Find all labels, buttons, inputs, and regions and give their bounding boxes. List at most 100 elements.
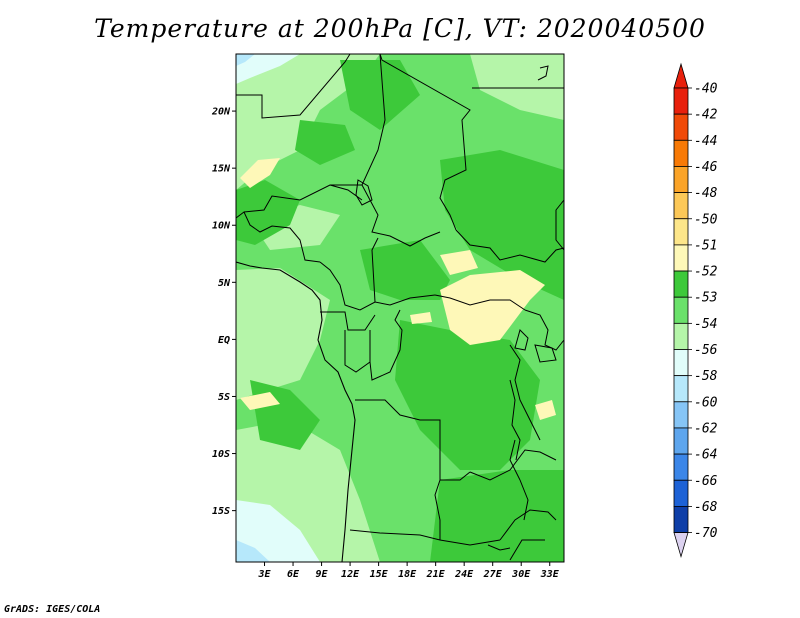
colorbar-label: -53 [694, 291, 717, 306]
field-band-52-niger [295, 120, 355, 165]
longitude-axis: 3E 6E 9E 12E 15E 18E 21E 24E 27E 30E 33E [257, 562, 560, 580]
coast-red-sea [537, 65, 549, 81]
colorbar-label: -54 [694, 317, 717, 332]
lat-tick-label: 5N [218, 278, 231, 289]
latitude-axis: 20N 15N 10N 5N EQ 5S 10S 15S [211, 107, 236, 517]
lon-tick-label: 12E [341, 569, 360, 580]
temperature-field [236, 54, 564, 562]
border-west-africa [236, 211, 321, 263]
field-band-54-northeast [470, 54, 564, 120]
field-band-52-sudan [440, 150, 564, 300]
colorbar-label: -44 [694, 134, 717, 149]
colorbar-segment [673, 375, 689, 403]
field-band-51-northwest [240, 158, 280, 188]
colorbar-segment [673, 453, 689, 481]
lon-tick-label: 21E [426, 569, 446, 580]
colorbar-segment [673, 113, 689, 141]
lat-tick-label: 20N [211, 107, 231, 118]
border-angola-zambia [434, 479, 441, 540]
border-zambia-tanzania [469, 449, 557, 481]
field-band-52-west [236, 180, 300, 245]
border-zimbabwe [499, 509, 557, 541]
field-band-52-car [360, 240, 450, 300]
colorbar-segment [673, 427, 689, 455]
lon-tick-label: 15E [370, 569, 389, 580]
lat-tick-label: 5S [218, 392, 230, 403]
field-band-56-south [236, 500, 320, 562]
lon-tick-label: 6E [287, 569, 300, 580]
border-uganda-kenya [524, 309, 564, 351]
lat-tick-label: 15S [212, 506, 230, 517]
colorbar-segment [673, 218, 689, 246]
map-title: Temperature at 200hPa [C], VT: 202004050… [94, 14, 706, 43]
lat-tick-label: EQ [218, 335, 230, 346]
field-band-52-southeast [430, 470, 564, 562]
border-sudan-south [455, 229, 564, 263]
border-congo-gabon [344, 330, 371, 373]
lon-tick-label: 18E [398, 569, 417, 580]
colorbar-label: -62 [694, 421, 718, 436]
field-band-51-southwest [240, 392, 280, 410]
plot-frame [235, 53, 565, 563]
colorbar-label: -51 [694, 238, 717, 253]
colorbar-label: -66 [694, 474, 718, 489]
border-ethiopia [555, 199, 564, 251]
border-libya-chad [379, 54, 471, 231]
lon-tick-label: 33E [540, 569, 560, 580]
lon-tick-label: 24E [454, 569, 474, 580]
border-angola-drc [355, 399, 471, 481]
border-car-drc [434, 294, 526, 311]
lake-chad [355, 179, 373, 206]
colorbar-label: -64 [694, 448, 717, 463]
colorbar-top-arrow [673, 62, 689, 89]
lat-tick-label: 15N [212, 164, 231, 175]
colorbar-label: -40 [694, 82, 718, 97]
colorbar-segment [673, 192, 689, 220]
colorbar-segment [673, 296, 689, 324]
colorbar-segment [673, 139, 689, 167]
field-band-51-central [440, 270, 545, 345]
field-band-52-sahara [340, 60, 420, 130]
field-band-58-north [236, 54, 255, 66]
field-band-56-north [236, 54, 300, 84]
colorbar-label: -46 [694, 160, 718, 175]
colorbar-segment [673, 505, 689, 533]
colorbar-segment [673, 349, 689, 377]
colorbar-segment [673, 244, 689, 272]
lake-tanganyika [509, 379, 521, 461]
lake-malawi [519, 479, 529, 521]
field-band-51-small [410, 312, 432, 324]
lon-tick-label: 9E [316, 569, 329, 580]
border-botswana [509, 539, 545, 561]
border-congo-drc [369, 309, 403, 381]
field-band-58-south [236, 540, 270, 562]
colorbar-label: -48 [694, 186, 718, 201]
colorbar-label: -52 [694, 265, 718, 280]
lake-victoria [514, 329, 529, 351]
field-band-51-east [535, 400, 556, 420]
lon-tick-label: 3E [257, 569, 271, 580]
lat-tick-label: 10S [212, 449, 230, 460]
lake-kariba [487, 544, 511, 551]
lon-tick-label: 30E [511, 569, 531, 580]
border-chad-south [361, 184, 441, 247]
colorbar: -40 -42 -44 -46 -48 -50 -51 -52 -53 -54 -56 -58 -60 -… [673, 62, 718, 558]
colorbar-segment [673, 479, 689, 507]
lat-tick-label: 10N [212, 221, 231, 232]
border-great-lakes [509, 344, 541, 441]
colorbar-label: -60 [694, 395, 718, 410]
colorbar-bottom-arrow [673, 532, 689, 558]
colorbar-label: -42 [694, 108, 718, 123]
lake-kyoga [534, 344, 557, 363]
colorbar-label: -58 [694, 369, 718, 384]
border-angola-namibia [349, 529, 501, 546]
border-cameroon-car [319, 261, 436, 311]
colorbar-label: -68 [694, 500, 718, 515]
border-cameroon-chad [371, 237, 379, 303]
coastline-west [236, 261, 356, 562]
political-borders [236, 54, 564, 562]
colorbar-label: -50 [694, 212, 718, 227]
field-band-54-gulf [236, 268, 330, 400]
field-band-52-congo [395, 320, 540, 470]
